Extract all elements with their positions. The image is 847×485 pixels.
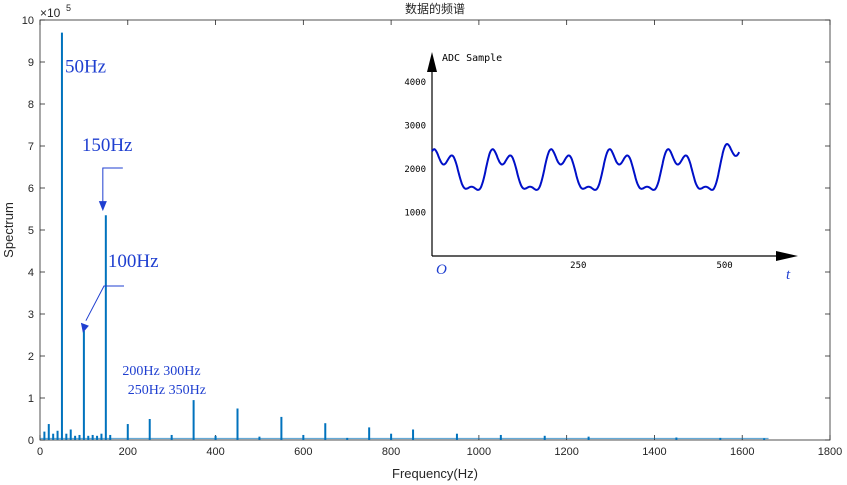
peak-annotations: 50Hz 150Hz 100Hz 200Hz 300Hz 250Hz 350Hz	[65, 57, 206, 398]
inset-x-arrowhead	[776, 251, 798, 261]
inset-title: ADC Sample	[442, 53, 502, 64]
y-tick-label: 6	[28, 183, 34, 195]
arrowhead-150hz	[98, 201, 107, 212]
y-tick-label: 8	[28, 99, 34, 111]
y-tick-label: 1	[28, 393, 34, 405]
y-tick-label: 3	[28, 309, 34, 321]
inset-y-tick-label: 4000	[404, 78, 426, 88]
exponent-base: ×10	[40, 6, 61, 20]
inset-axes	[427, 52, 798, 261]
x-tick-label: 200	[119, 446, 137, 458]
arrowhead-100hz	[80, 322, 89, 333]
exponent-power: 5	[66, 3, 71, 13]
arrow-150hz	[102, 167, 123, 204]
inset-y-arrowhead	[427, 52, 437, 72]
x-tick-label: 400	[206, 446, 224, 458]
y-tick-label: 4	[28, 267, 34, 279]
x-tick-label: 1400	[642, 446, 666, 458]
y-axis-ticks: 0 1 2 3 4 5 6 7 8 9 10	[22, 15, 830, 447]
exponent-label: ×10 5	[40, 3, 71, 20]
inset-ticks: 1000 2000 3000 4000 250 500	[404, 78, 732, 271]
inset-x-tick-label: 250	[570, 261, 586, 271]
x-tick-label: 1800	[818, 446, 842, 458]
inset-x-tick-label: 500	[716, 261, 732, 271]
x-tick-label: 600	[294, 446, 312, 458]
y-tick-label: 5	[28, 225, 34, 237]
x-tick-label: 1200	[554, 446, 578, 458]
y-axis-label: Spectrum	[1, 202, 16, 258]
annotation-label: 200Hz 300Hz	[122, 364, 200, 379]
inset-y-tick-label: 1000	[404, 208, 426, 218]
spectrum-bars	[40, 32, 769, 440]
x-axis-label: Frequency(Hz)	[392, 466, 478, 481]
x-tick-label: 1000	[467, 446, 491, 458]
annotation-label: 150Hz	[82, 135, 133, 156]
x-tick-label: 1600	[730, 446, 754, 458]
arrow-100hz	[85, 285, 124, 321]
adc-waveform-line	[431, 142, 741, 191]
main-plot-area	[39, 19, 831, 441]
inset-y-tick-label: 3000	[404, 121, 426, 131]
inset-origin-label: O	[436, 262, 447, 278]
inset-y-tick-label: 2000	[404, 165, 426, 175]
annotation-label: 250Hz 350Hz	[128, 383, 206, 398]
y-tick-label: 9	[28, 57, 34, 69]
x-tick-label: 800	[382, 446, 400, 458]
chart-title: 数据的频谱	[405, 1, 465, 16]
annotation-label: 100Hz	[108, 251, 159, 272]
y-tick-label: 0	[28, 435, 34, 447]
adc-sample-inset: ADC Sample t O 1000 2000 3000 4000 250 500	[404, 52, 798, 283]
annotation-label: 50Hz	[65, 57, 106, 78]
inset-x-label: t	[786, 267, 791, 283]
x-tick-label: 0	[37, 446, 43, 458]
x-axis-ticks: 0 200 400 600 800 1000 1200 1400 1600 1800	[37, 20, 842, 458]
y-tick-label: 10	[22, 15, 34, 27]
y-tick-label: 7	[28, 141, 34, 153]
y-tick-label: 2	[28, 351, 34, 363]
